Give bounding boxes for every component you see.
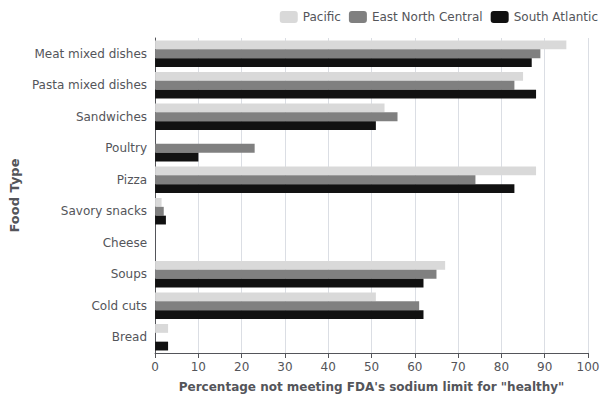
svg-text:100: 100 — [577, 360, 600, 374]
svg-text:0: 0 — [151, 360, 159, 374]
svg-text:Cheese: Cheese — [103, 236, 147, 250]
svg-text:60: 60 — [407, 360, 422, 374]
svg-text:80: 80 — [494, 360, 509, 374]
svg-text:Poultry: Poultry — [105, 141, 147, 155]
svg-text:30: 30 — [277, 360, 292, 374]
svg-text:Food Type: Food Type — [7, 158, 22, 232]
svg-text:Sandwiches: Sandwiches — [76, 110, 147, 124]
svg-text:20: 20 — [234, 360, 249, 374]
svg-text:Savory snacks: Savory snacks — [61, 204, 147, 218]
svg-text:Pacific: Pacific — [303, 10, 341, 24]
svg-text:East North Central: East North Central — [372, 10, 483, 24]
svg-text:South Atlantic: South Atlantic — [514, 10, 598, 24]
svg-text:10: 10 — [191, 360, 206, 374]
svg-text:50: 50 — [364, 360, 379, 374]
svg-text:Pasta mixed dishes: Pasta mixed dishes — [32, 78, 147, 92]
svg-text:90: 90 — [537, 360, 552, 374]
svg-text:Meat mixed dishes: Meat mixed dishes — [34, 47, 147, 61]
svg-text:Soups: Soups — [111, 267, 147, 281]
svg-text:Pizza: Pizza — [117, 173, 147, 187]
svg-text:70: 70 — [450, 360, 465, 374]
svg-text:Percentage not meeting FDA's s: Percentage not meeting FDA's sodium limi… — [179, 380, 565, 394]
svg-text:40: 40 — [321, 360, 336, 374]
svg-text:Bread: Bread — [112, 330, 147, 344]
svg-text:Cold cuts: Cold cuts — [91, 299, 147, 313]
